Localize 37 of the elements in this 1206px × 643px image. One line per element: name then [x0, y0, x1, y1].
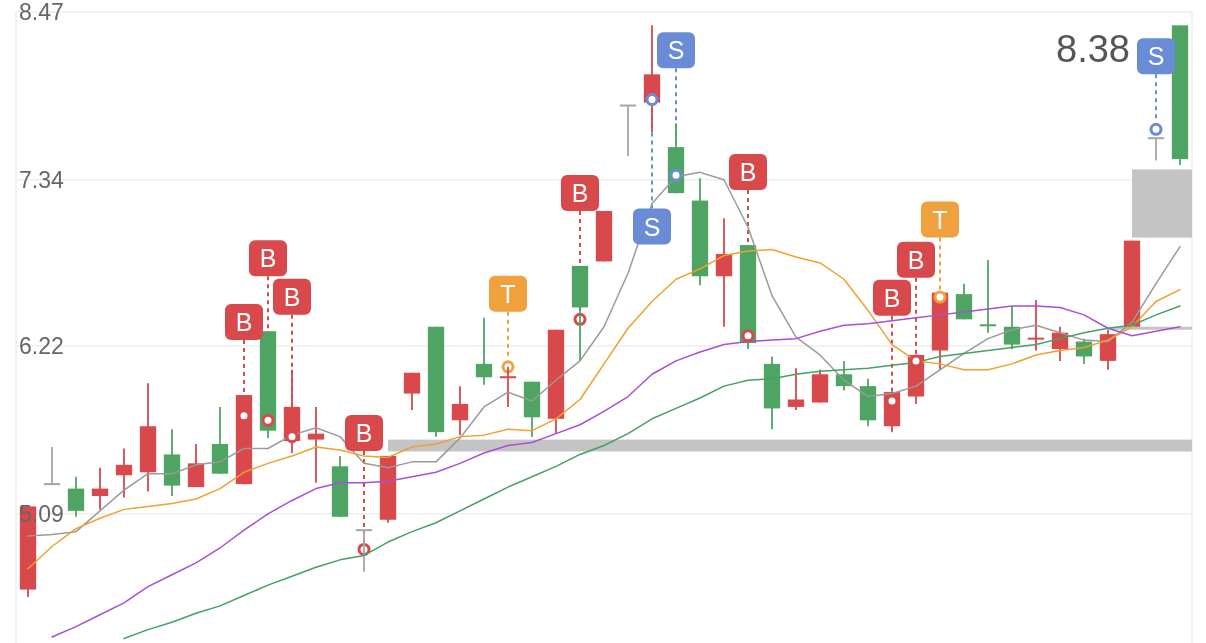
data-label: T	[500, 279, 516, 308]
candlestick	[43, 446, 61, 486]
data-label: S	[667, 36, 685, 65]
data-label: B	[283, 282, 301, 311]
data-label: B	[907, 245, 925, 274]
candlestick	[451, 385, 469, 437]
data-label: S	[643, 212, 661, 241]
candlestick	[307, 406, 325, 484]
y-tick-label: 8.47	[19, 0, 64, 26]
point	[261, 413, 275, 427]
candlestick	[619, 104, 637, 157]
candlestick	[1027, 299, 1045, 352]
candlestick	[115, 447, 133, 499]
candlestick	[715, 217, 733, 328]
candlestick	[787, 367, 805, 411]
candlestick	[1147, 137, 1165, 162]
data-label: B	[259, 244, 277, 273]
candlestick	[67, 475, 85, 518]
y-tick-label: 6.22	[19, 333, 64, 360]
data-label: B	[571, 178, 589, 207]
point	[741, 329, 755, 343]
data-label: S	[1147, 42, 1165, 71]
data-label: B	[739, 158, 757, 187]
y-tick-label: 7.34	[19, 166, 64, 193]
point	[645, 93, 659, 107]
candlestick	[91, 466, 109, 511]
candlestick	[187, 443, 205, 489]
data-label: B	[355, 418, 373, 447]
candlestick	[475, 316, 493, 386]
candlestick	[979, 259, 997, 334]
point	[1149, 122, 1163, 136]
data-label: T	[932, 205, 948, 234]
annotation: 8.38	[1056, 28, 1130, 70]
data-label: B	[883, 283, 901, 312]
point	[933, 290, 947, 304]
candlestick	[403, 371, 421, 411]
data-label: B	[235, 308, 253, 337]
